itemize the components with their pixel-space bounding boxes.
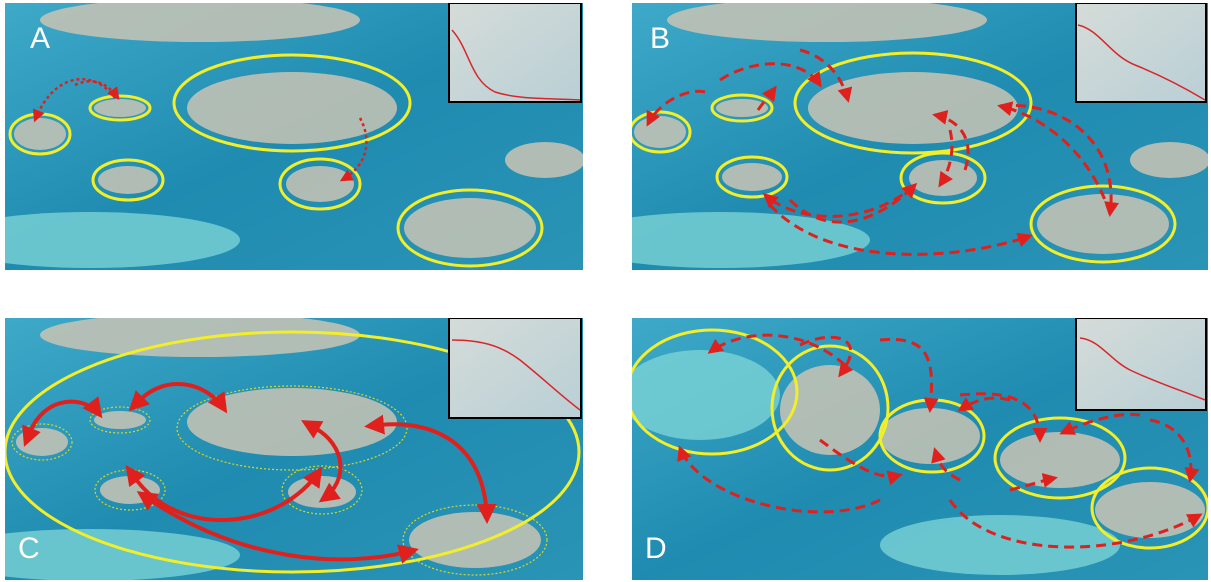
arrow [1149,418,1200,483]
reef [1095,482,1205,538]
inset [448,318,582,419]
arrow [707,333,846,367]
arrow [999,103,1120,217]
ellipse [88,94,152,122]
ellipse [1029,184,1177,264]
ellipse [278,157,362,211]
arrow [339,117,368,182]
arrow [1059,412,1141,435]
ellipse [172,53,412,153]
reef [880,408,980,464]
arrow [997,101,1112,215]
ellipse [715,155,789,199]
inset-trace [451,29,581,101]
inset-trace [451,339,581,411]
arrow [932,110,970,171]
lagoon [5,212,240,268]
panel-label: C [18,532,40,565]
ellipse [632,328,799,456]
ellipse [1090,466,1208,550]
reef [16,428,68,456]
arrow [788,182,918,224]
arrow [819,438,903,486]
lagoon [880,515,1120,575]
arrow [948,499,1203,549]
arrow [677,445,881,514]
ellipse [91,158,165,202]
panel-a: A [5,3,583,270]
panel-label: D [645,532,667,565]
inset-trace [1077,24,1206,101]
reef [404,198,536,258]
ellipse [5,330,581,574]
reef [722,163,782,191]
reef [667,3,987,42]
arrow [74,80,120,101]
arrow [364,414,497,524]
arrow [799,48,853,103]
ellipse [793,51,1033,155]
arrow [719,62,822,88]
reef [634,116,686,148]
reef [1130,142,1208,178]
arrow [756,85,777,111]
arrow [646,89,706,127]
inset-trace [1079,337,1206,401]
inset [1075,3,1207,103]
arrow [957,396,1011,412]
inset [448,3,582,103]
reef [286,166,354,202]
panel-label: B [650,22,670,55]
arrow [136,491,419,564]
reef [94,99,146,117]
reef [780,365,880,455]
reef [505,142,583,178]
ellipse [770,344,890,472]
ellipse [710,93,774,123]
arrow [768,203,1033,256]
arrow [22,396,103,447]
panel-d: D [632,318,1208,580]
ellipse [94,469,166,511]
reef [187,388,397,456]
reef [716,99,768,117]
arrow [879,337,939,413]
reef [40,3,360,42]
reef [14,118,66,150]
arrow [762,183,916,218]
arrow [799,335,854,378]
reef [1000,432,1120,488]
reef [98,166,158,194]
arrow [938,129,954,188]
ellipse [899,151,987,205]
reef [808,72,1018,144]
arrow [931,447,961,482]
ellipse [993,416,1127,500]
panel-label: A [30,22,50,55]
lagoon [632,212,870,268]
lagoon [632,350,780,440]
arrow [1009,473,1058,492]
ellipse [89,406,151,434]
reef [1037,194,1169,254]
reef [94,411,146,429]
reef [187,72,397,144]
panel-b: B [632,3,1208,270]
panel-c: C [5,318,583,580]
reef [40,318,360,357]
arrow [128,382,228,414]
reef [409,512,541,568]
inset [1075,318,1207,411]
ellipse [396,188,544,268]
